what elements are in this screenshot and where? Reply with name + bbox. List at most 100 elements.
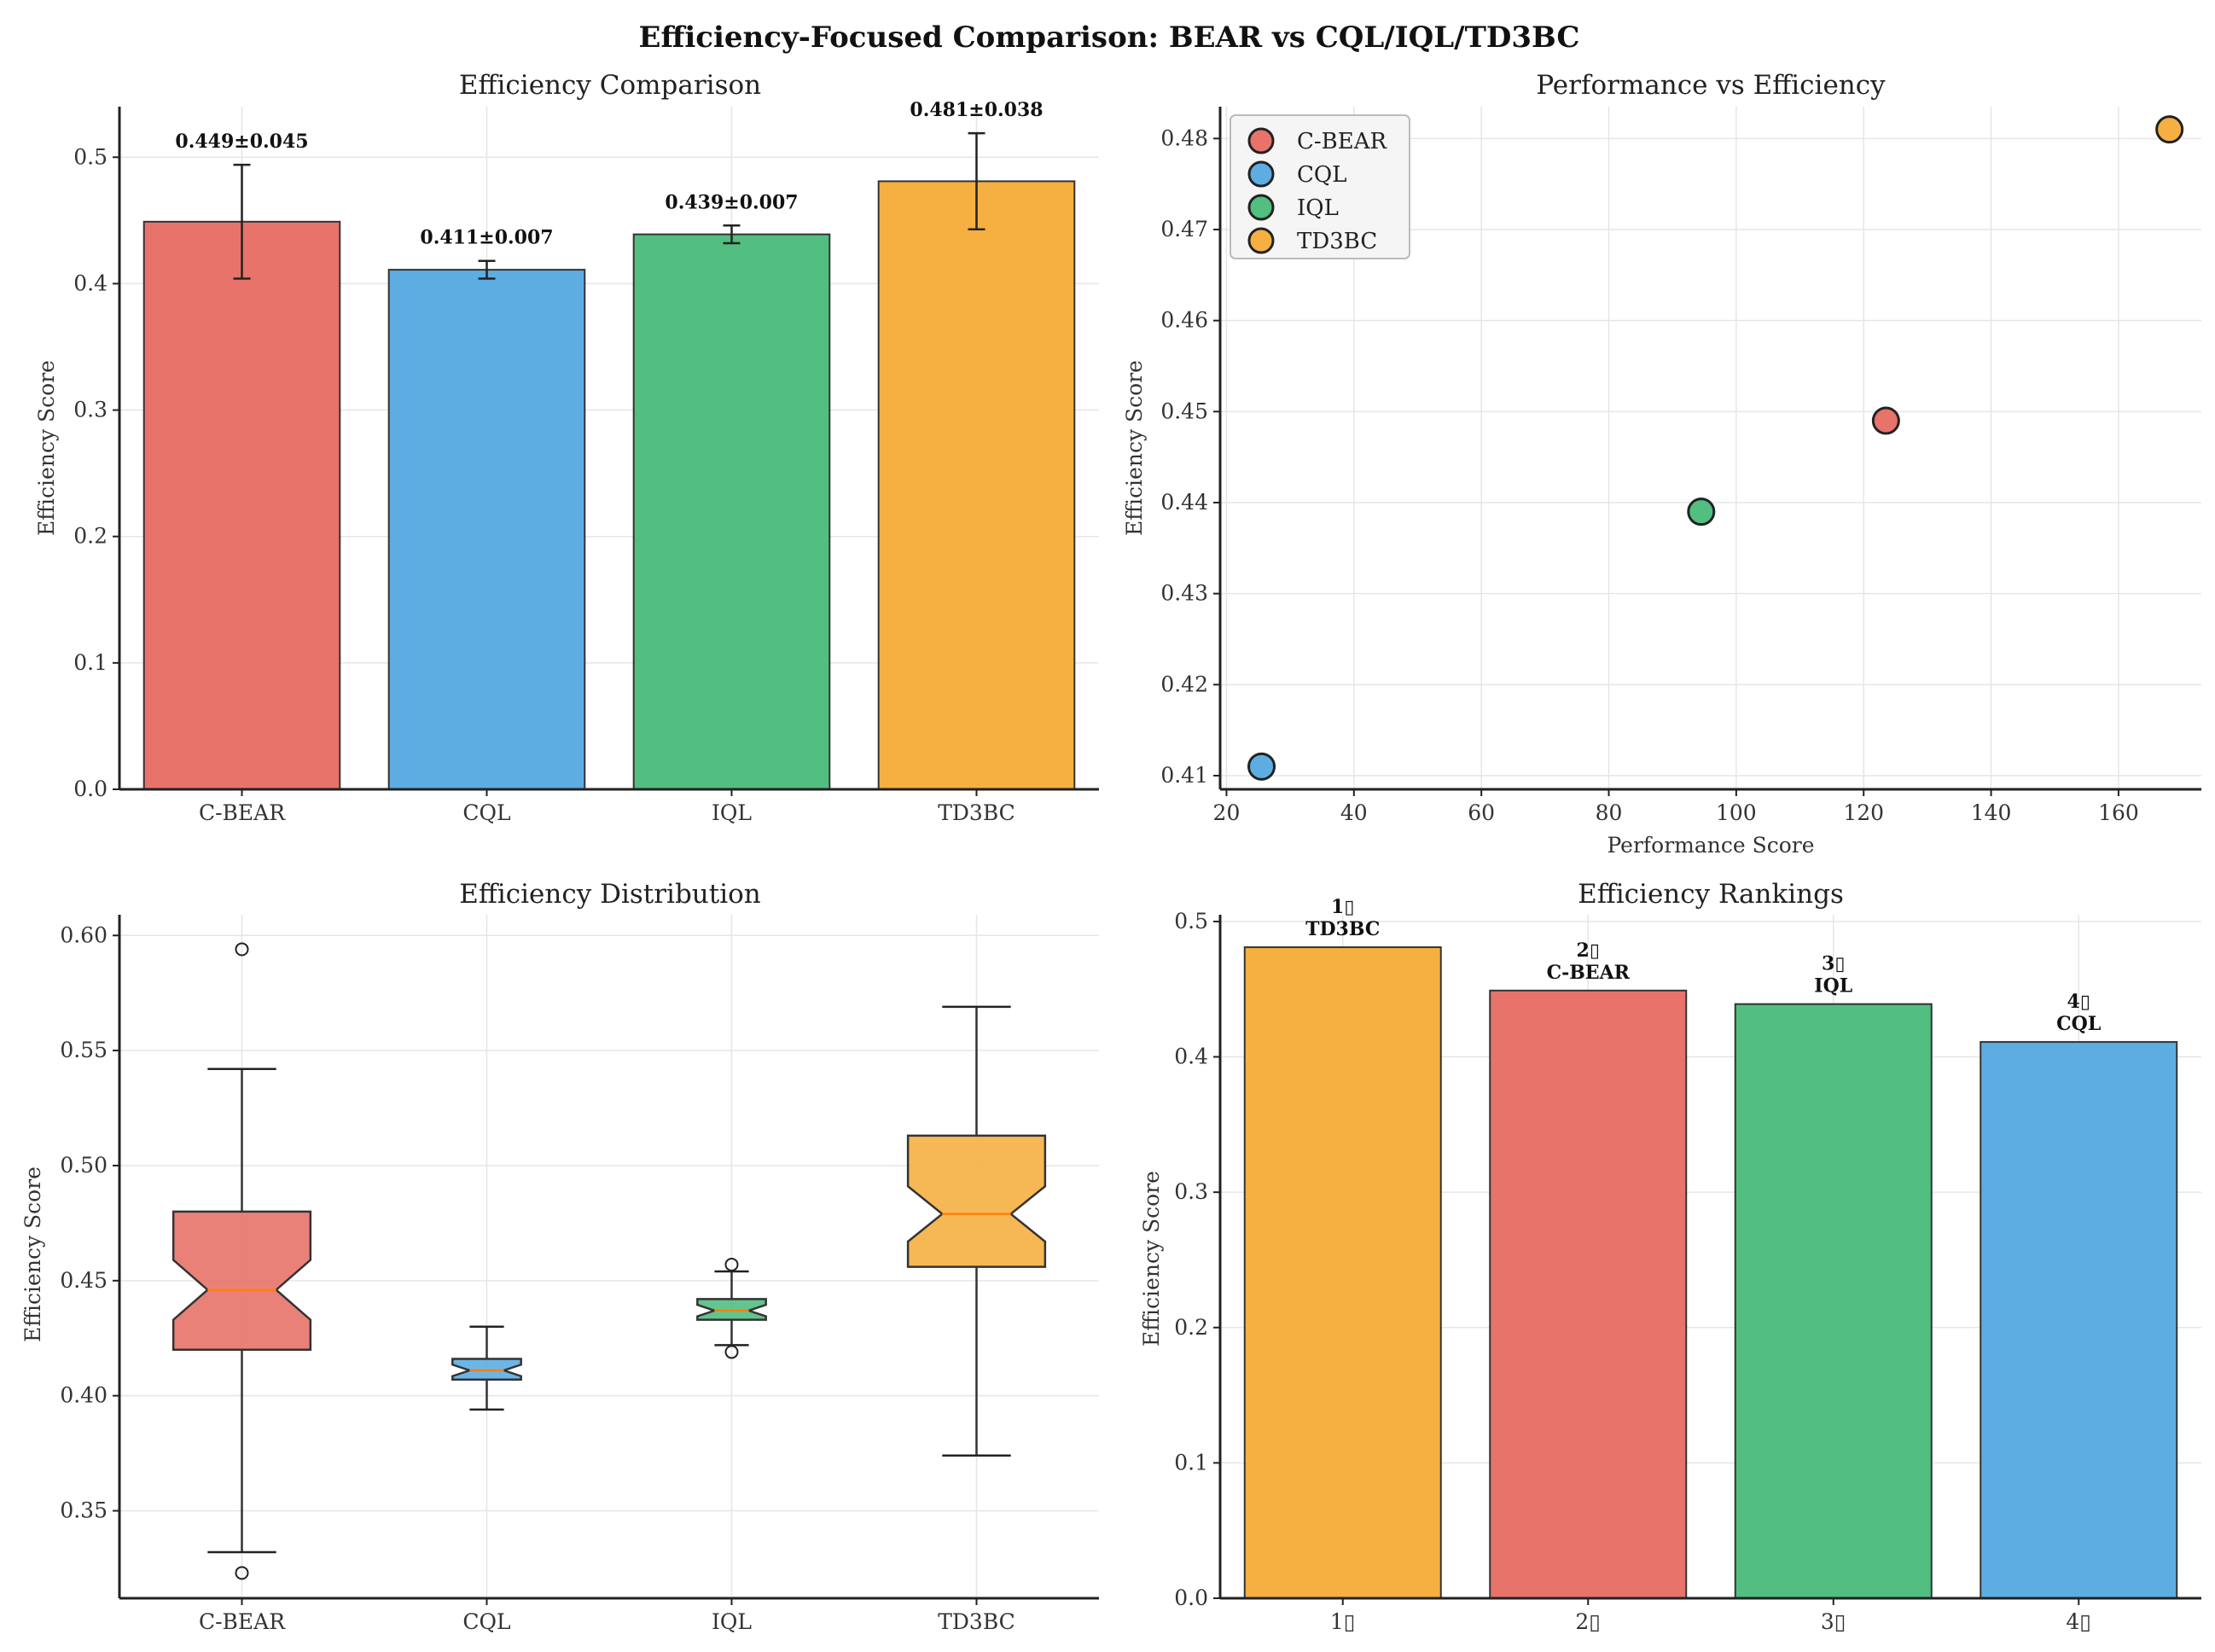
ranking-ytick-label: 0.4 — [1174, 1044, 1208, 1069]
bar-chart-ylabel: Efficiency Score — [34, 360, 59, 536]
ranking-name-label: IQL — [1814, 975, 1852, 998]
panel-efficiency-rankings: Efficiency Rankings Efficiency Score 0.0… — [1139, 879, 2201, 1634]
box-iql — [696, 1298, 767, 1321]
ranking-xtick-label: 3▯ — [1821, 1609, 1846, 1634]
legend-marker-td3bc — [1247, 227, 1275, 254]
scatter-title: Performance vs Efficiency — [1536, 70, 1886, 101]
scatter-ytick-label: 0.44 — [1160, 490, 1208, 515]
ranking-ytick-label: 0.2 — [1174, 1315, 1208, 1340]
ranking-ytick-label: 0.3 — [1174, 1179, 1208, 1204]
box-plot: 0.35 0.40 0.45 0.50 0.55 0.60 C-BEAR CQL IQL TD3B… — [60, 915, 1099, 1634]
ranking-ytick-label: 0.5 — [1174, 909, 1208, 934]
scatter-xtick-label: 60 — [1468, 800, 1495, 825]
scatter-ytick-label: 0.46 — [1160, 308, 1208, 333]
scatter-xtick-label: 120 — [1843, 800, 1884, 825]
box-ytick-label: 0.40 — [60, 1383, 108, 1408]
ranking-ytick-label: 0.0 — [1174, 1585, 1208, 1610]
ranking-bar-iql — [1734, 1003, 1933, 1600]
ranking-bar-cql — [1980, 1041, 2178, 1599]
box-xtick-label: IQL — [712, 1609, 752, 1634]
panel-efficiency-comparison: Efficiency Comparison Efficiency Score 0… — [34, 70, 1099, 825]
box-xtick-label: C-BEAR — [199, 1609, 286, 1634]
ranking-rank-label: 3▯ — [1822, 953, 1845, 975]
bar-ytick-label: 0.0 — [73, 777, 108, 801]
panel-efficiency-distribution: Efficiency Distribution Efficiency Score… — [20, 879, 1099, 1634]
scatter-ylabel: Efficiency Score — [1122, 360, 1147, 536]
box-outlier — [235, 942, 249, 957]
scatter-legend — [1230, 114, 1410, 259]
box-xtick-label: CQL — [462, 1609, 510, 1634]
box-outlier — [235, 1566, 249, 1580]
bar-chart-title: Efficiency Comparison — [459, 70, 761, 101]
bar-ytick-label: 0.5 — [73, 144, 108, 169]
box-ytick-label: 0.60 — [60, 922, 108, 947]
legend-marker-cql — [1247, 160, 1275, 188]
scatter-ytick-label: 0.43 — [1160, 581, 1208, 606]
bar-ytick-label: 0.4 — [73, 270, 108, 295]
ranking-title: Efficiency Rankings — [1578, 879, 1844, 910]
ranking-xtick-label: 2▯ — [1575, 1609, 1601, 1634]
ranking-bar-td3bc — [1243, 946, 1442, 1600]
box-ytick-label: 0.50 — [60, 1153, 108, 1178]
ranking-name-label: C-BEAR — [1547, 962, 1631, 984]
bar-value-label: 0.439±0.007 — [665, 191, 798, 213]
scatter-xlabel: Performance Score — [1607, 833, 1814, 858]
bar-chart-plot: 0.0 0.1 0.2 0.3 0.4 0.5 0.449±0.045 C-BEAR 0.411… — [73, 99, 1099, 825]
scatter-xtick-label: 20 — [1213, 800, 1241, 825]
legend-marker-c-bear — [1247, 127, 1275, 154]
scatter-xtick-label: 100 — [1716, 800, 1757, 825]
legend-label: TD3BC — [1297, 229, 1377, 254]
box-cql — [451, 1358, 522, 1382]
box-ytick-label: 0.45 — [60, 1268, 108, 1293]
ranking-ylabel: Efficiency Score — [1139, 1171, 1164, 1347]
box-c-bear — [172, 1210, 312, 1351]
scatter-ytick-label: 0.45 — [1160, 398, 1208, 423]
box-ylabel: Efficiency Score — [20, 1166, 45, 1342]
ranking-rank-label: 1▯ — [1331, 896, 1354, 918]
box-title: Efficiency Distribution — [459, 879, 761, 910]
bar-xtick-label: C-BEAR — [199, 800, 286, 825]
bar-value-label: 0.411±0.007 — [420, 227, 553, 249]
ranking-xtick-label: 1▯ — [1330, 1609, 1356, 1634]
ranking-rank-label: 4▯ — [2067, 991, 2090, 1013]
ranking-rank-label: 2▯ — [1577, 939, 1600, 962]
box-td3bc — [906, 1134, 1047, 1268]
box-outlier — [724, 1257, 739, 1271]
bar-xtick-label: IQL — [712, 800, 752, 825]
bar-td3bc — [877, 180, 1076, 790]
scatter-ytick-label: 0.41 — [1160, 763, 1208, 788]
scatter-ytick-label: 0.47 — [1160, 217, 1208, 241]
bar-xtick-label: CQL — [462, 800, 510, 825]
bar-iql — [632, 233, 831, 790]
ranking-xtick-label: 4▯ — [2066, 1609, 2091, 1634]
legend-label: IQL — [1297, 195, 1339, 221]
ranking-ytick-label: 0.1 — [1174, 1450, 1208, 1475]
box-outlier — [724, 1345, 739, 1359]
ranking-name-label: CQL — [2056, 1013, 2101, 1035]
ranking-plot: 0.00.10.20.30.40.51▯TD3BC1▯2▯C-BEAR2▯3▯I… — [1174, 896, 2201, 1634]
ranking-name-label: TD3BC — [1305, 918, 1380, 940]
legend-label: C-BEAR — [1297, 129, 1388, 154]
bar-ytick-label: 0.2 — [73, 524, 108, 549]
bar-ytick-label: 0.1 — [73, 650, 108, 675]
panel-performance-vs-efficiency: Performance vs Efficiency Efficiency Sco… — [1122, 70, 2201, 858]
legend-marker-iql — [1247, 194, 1275, 221]
bar-c-bear — [142, 220, 341, 790]
scatter-xtick-label: 160 — [2098, 800, 2139, 825]
scatter-xtick-label: 140 — [1971, 800, 2012, 825]
bar-value-label: 0.449±0.045 — [175, 131, 308, 153]
scatter-point-c-bear — [1871, 406, 1900, 435]
figure-suptitle: Efficiency-Focused Comparison: BEAR vs C… — [639, 20, 1580, 55]
box-xtick-label: TD3BC — [938, 1609, 1015, 1634]
scatter-ytick-label: 0.42 — [1160, 672, 1208, 696]
scatter-xtick-label: 40 — [1340, 800, 1368, 825]
bar-value-label: 0.481±0.038 — [910, 99, 1043, 121]
ranking-bar-c-bear — [1489, 989, 1688, 1599]
bar-xtick-label: TD3BC — [938, 800, 1015, 825]
legend-label: CQL — [1297, 162, 1346, 188]
scatter-ytick-label: 0.48 — [1160, 125, 1208, 150]
box-ytick-label: 0.55 — [60, 1038, 108, 1062]
scatter-plot: 0.41 0.42 0.43 0.44 0.45 0.46 0.47 0.48 20 40 60 80… — [1160, 107, 2201, 825]
scatter-point-td3bc — [2155, 115, 2184, 144]
